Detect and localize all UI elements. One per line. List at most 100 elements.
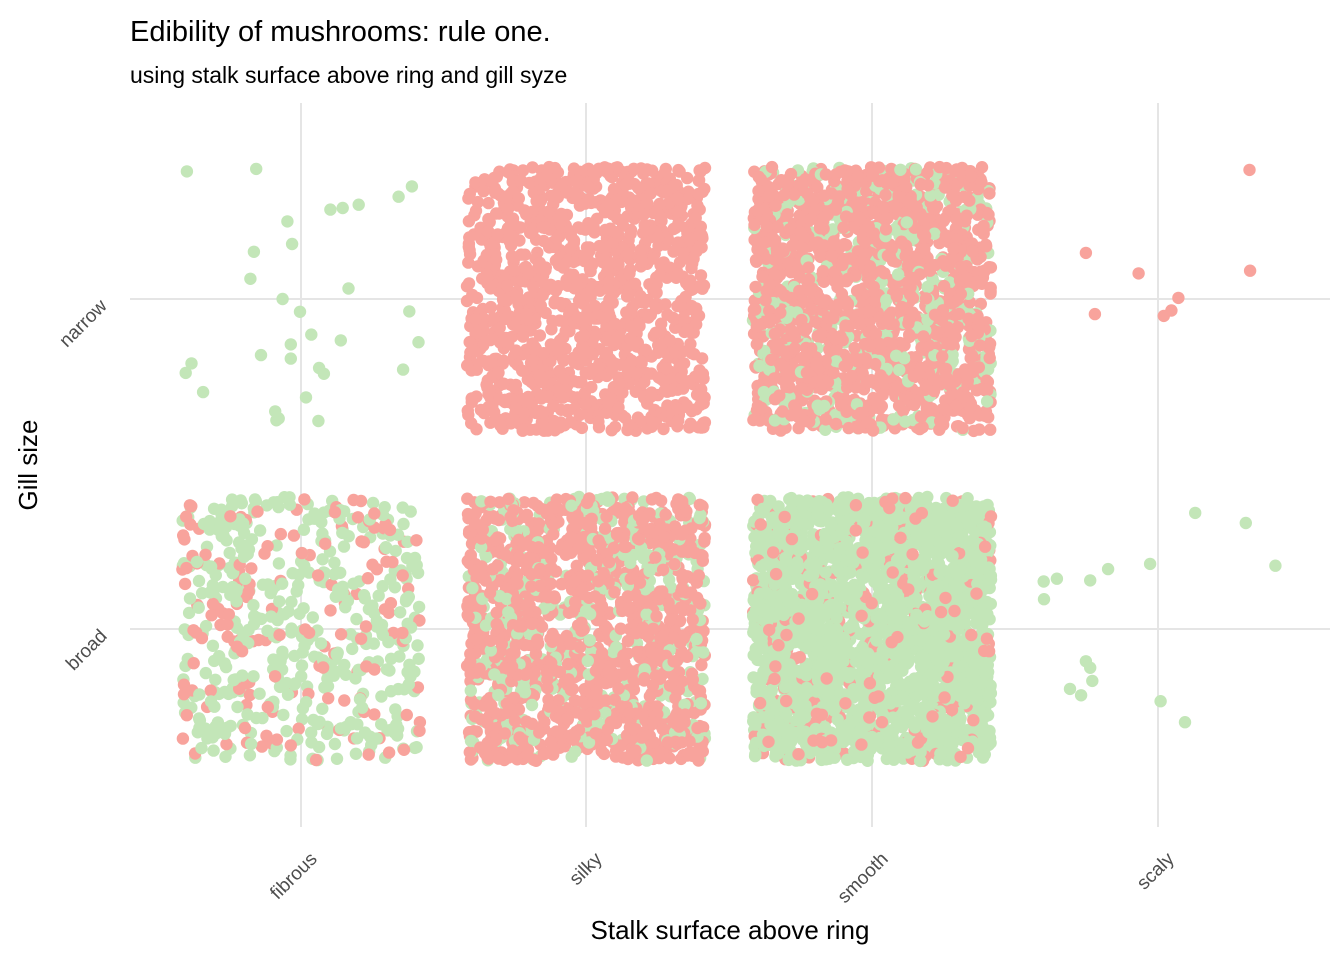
edible-point	[256, 711, 269, 725]
poisonous-point	[569, 175, 582, 188]
poisonous-point	[877, 373, 890, 386]
poisonous-point	[826, 238, 839, 251]
poisonous-point	[773, 389, 786, 402]
poisonous-point	[818, 189, 831, 202]
poisonous-point	[557, 354, 570, 367]
edible-point	[244, 737, 258, 751]
edible-point	[251, 611, 264, 625]
poisonous-point	[782, 177, 795, 190]
poisonous-point	[984, 423, 997, 436]
edible-point	[314, 637, 328, 650]
poisonous-point	[804, 285, 817, 298]
poisonous-point	[936, 350, 949, 363]
poisonous-point	[410, 534, 423, 547]
poisonous-point	[1157, 309, 1171, 323]
poisonous-point	[545, 323, 558, 336]
poisonous-point	[690, 302, 703, 315]
edible-point	[244, 272, 257, 285]
edible-point	[893, 363, 906, 377]
poisonous-point	[755, 401, 768, 415]
poisonous-point	[879, 188, 892, 202]
edible-point	[243, 749, 257, 762]
poisonous-point	[413, 724, 426, 737]
poisonous-point	[484, 333, 497, 347]
edible-point	[231, 700, 244, 714]
poisonous-point	[689, 211, 702, 225]
poisonous-point	[536, 221, 550, 234]
poisonous-point	[676, 568, 689, 581]
poisonous-point	[583, 312, 597, 325]
poisonous-point	[890, 290, 903, 303]
poisonous-point	[852, 211, 865, 224]
poisonous-point	[549, 501, 562, 515]
poisonous-point	[684, 337, 697, 351]
poisonous-point	[934, 414, 947, 428]
poisonous-point	[620, 290, 634, 303]
poisonous-point	[638, 219, 651, 232]
poisonous-point	[484, 301, 497, 314]
poisonous-point	[534, 390, 548, 404]
poisonous-point	[778, 188, 791, 202]
poisonous-point	[663, 602, 677, 615]
poisonous-point	[497, 335, 510, 348]
poisonous-point	[261, 540, 274, 553]
edible-point	[899, 415, 912, 428]
poisonous-point	[763, 277, 776, 291]
poisonous-point	[397, 743, 411, 756]
poisonous-point	[821, 376, 835, 389]
edible-point	[357, 589, 371, 602]
poisonous-point	[752, 170, 765, 184]
poisonous-point	[520, 293, 534, 307]
poisonous-point	[494, 419, 507, 432]
poisonous-point	[462, 215, 476, 228]
poisonous-point	[238, 721, 252, 735]
poisonous-point	[205, 609, 218, 622]
poisonous-point	[759, 236, 772, 249]
poisonous-point	[866, 167, 879, 181]
edible-point	[237, 550, 251, 564]
poisonous-point	[902, 196, 916, 209]
chart-title: Edibility of mushrooms: rule one.	[130, 16, 551, 48]
poisonous-point	[585, 259, 598, 272]
poisonous-point	[939, 229, 953, 242]
poisonous-point	[499, 548, 512, 562]
poisonous-point	[749, 253, 763, 267]
poisonous-point	[547, 399, 560, 413]
edible-point	[299, 391, 313, 404]
edible-point	[264, 610, 278, 623]
poisonous-point	[671, 299, 684, 313]
edible-point	[206, 639, 220, 652]
poisonous-point	[628, 277, 642, 290]
data-points	[176, 160, 1282, 768]
poisonous-point	[466, 288, 479, 302]
edible-point	[239, 572, 252, 585]
poisonous-point	[692, 421, 705, 434]
poisonous-point	[971, 312, 984, 325]
edible-point	[412, 336, 425, 349]
poisonous-point	[908, 398, 921, 412]
poisonous-point	[813, 222, 827, 235]
edible-point	[281, 215, 294, 228]
poisonous-point	[653, 268, 666, 281]
edible-point	[334, 566, 347, 579]
edible-point	[396, 363, 410, 376]
poisonous-point	[520, 511, 533, 524]
poisonous-point	[637, 208, 650, 221]
poisonous-point	[650, 610, 663, 623]
poisonous-point	[530, 194, 543, 208]
edible-point	[894, 163, 907, 176]
poisonous-point	[368, 507, 381, 520]
poisonous-point	[461, 359, 474, 372]
poisonous-point	[488, 406, 501, 419]
poisonous-point	[509, 378, 523, 392]
poisonous-point	[328, 506, 342, 519]
edible-point	[339, 668, 352, 681]
edible-point	[383, 664, 396, 677]
poisonous-point	[644, 187, 657, 200]
poisonous-point	[470, 326, 483, 340]
poisonous-point	[501, 279, 514, 292]
poisonous-point	[682, 375, 696, 388]
poisonous-point	[500, 190, 513, 203]
edible-point	[396, 501, 409, 514]
poisonous-point	[668, 312, 681, 326]
